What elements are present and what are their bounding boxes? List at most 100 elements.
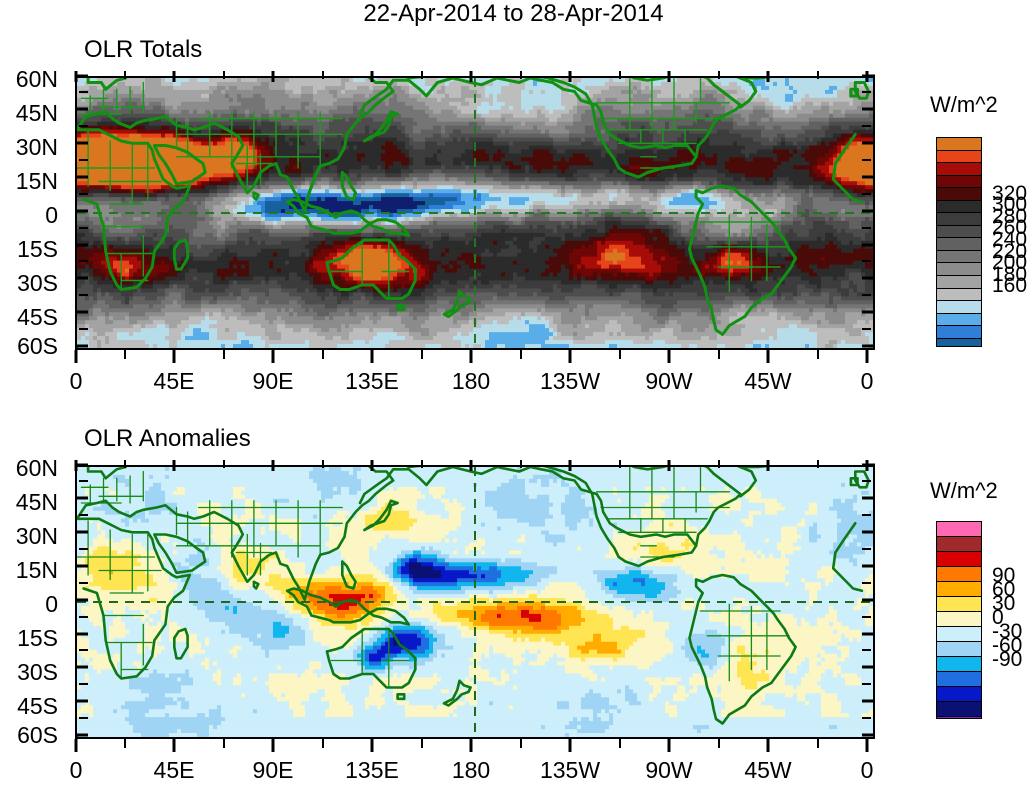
colorbar-segment [937, 224, 981, 238]
colorbar-segment [937, 237, 981, 250]
x-label-90e-top: 90E [252, 368, 294, 394]
colorbar-segment [937, 536, 981, 551]
colorbar-segment [937, 671, 981, 686]
colorbar-segment [937, 596, 981, 611]
y-label-45n-top: 45N [15, 100, 58, 126]
colorbar-segment [937, 581, 981, 596]
colorbar-totals[interactable] [936, 137, 982, 347]
x-label-90w-top: 90W [645, 368, 693, 394]
colorbar-segment [937, 174, 981, 188]
map-canvas-anomalies [77, 467, 873, 737]
map-canvas-totals [77, 78, 873, 348]
figure-title: 22-Apr-2014 to 28-Apr-2014 [363, 0, 664, 27]
colorbar-tick-label: 280 [992, 204, 1027, 228]
colorbar-segment [937, 149, 981, 163]
colorbar-tick-label: -30 [992, 620, 1023, 643]
y-label-0-bot: 0 [45, 591, 58, 617]
x-label-135w-top: 135W [539, 368, 601, 394]
colorbar-tick-label: 200 [992, 251, 1027, 275]
reference-lines [77, 467, 873, 737]
map-olr-totals[interactable] [75, 76, 875, 350]
x-label-90e-bot: 90E [252, 757, 294, 783]
colorbar-segment [937, 566, 981, 581]
colorbar-segment [937, 262, 981, 276]
colorbar-tick-label: 30 [992, 592, 1016, 615]
axis-ticks-top [74, 71, 875, 363]
colorbar-tick-label: 60 [992, 578, 1016, 601]
colorbar-tick-label: 220 [992, 239, 1027, 263]
x-label-180-top: 180 [451, 368, 491, 394]
colorbar-unit-totals: W/m^2 [930, 92, 998, 117]
colorbar-tick-label: 260 [992, 216, 1027, 240]
colorbar-segment [937, 686, 981, 701]
y-label-15n-top: 15N [15, 168, 58, 194]
colorbar-segment [937, 641, 981, 656]
colorbar-unit-anomalies: W/m^2 [930, 478, 998, 503]
x-label-360-bot: 0 [860, 757, 874, 783]
colorbar-segment [937, 522, 981, 536]
colorbar-tick-label: 320 [992, 181, 1027, 205]
colorbar-tick-label: -90 [992, 648, 1023, 671]
colorbar-segment [937, 138, 981, 150]
colorbar-tick-label: 160 [992, 274, 1027, 298]
colorbar-segment [937, 249, 981, 263]
colorbar-tick-label: -60 [992, 634, 1023, 657]
x-label-45e-top: 45E [153, 368, 195, 394]
y-label-45s-bot: 45S [17, 693, 58, 719]
colorbar-segment [937, 275, 981, 288]
y-label-0-top: 0 [45, 202, 58, 228]
x-label-0-bot: 0 [69, 757, 83, 783]
x-label-360-top: 0 [860, 368, 874, 394]
x-label-180-bot: 180 [451, 757, 491, 783]
colorbar-tick-label: 240 [992, 228, 1027, 251]
colorbar-tick-label: 180 [992, 262, 1027, 286]
coastlines [77, 467, 870, 737]
reference-lines [77, 78, 873, 348]
y-label-30n-bot: 30N [15, 523, 58, 549]
colorbar-segment [937, 337, 981, 346]
coastlines [77, 78, 871, 348]
y-label-60s-bot: 60S [17, 722, 58, 748]
map-olr-anomalies[interactable] [75, 465, 875, 739]
political-borders [77, 78, 790, 300]
colorbar-segment [937, 312, 981, 326]
y-label-45n-bot: 45N [15, 489, 58, 515]
y-label-60n-top: 60N [15, 66, 58, 92]
political-borders [77, 467, 790, 689]
y-label-60n-bot: 60N [15, 455, 58, 481]
x-label-135e-bot: 135E [345, 757, 399, 783]
colorbar-segment [937, 199, 981, 213]
y-label-15s-top: 15S [17, 236, 58, 262]
y-label-45s-top: 45S [17, 304, 58, 330]
colorbar-segment [937, 300, 981, 313]
y-label-30s-bot: 30S [17, 659, 58, 685]
colorbar-segment [937, 162, 981, 175]
x-label-45w-top: 45W [744, 368, 792, 394]
y-label-30n-top: 30N [15, 134, 58, 160]
field-shading [77, 78, 873, 348]
x-label-45w-bot: 45W [744, 757, 792, 783]
y-label-15n-bot: 15N [15, 557, 58, 583]
x-label-90w-bot: 90W [645, 757, 693, 783]
colorbar-segment [937, 656, 981, 671]
colorbar-segment [937, 551, 981, 566]
colorbar-segment [937, 626, 981, 641]
colorbar-segment [937, 287, 981, 301]
x-label-135w-bot: 135W [539, 757, 601, 783]
colorbar-anomalies[interactable] [936, 521, 982, 719]
colorbar-segment [937, 716, 981, 718]
panel-title-olr-anomalies: OLR Anomalies [84, 425, 251, 452]
colorbar-segment [937, 212, 981, 225]
colorbar-tick-label: 300 [992, 193, 1027, 217]
y-label-15s-bot: 15S [17, 625, 58, 651]
y-label-30s-top: 30S [17, 270, 58, 296]
x-label-0-top: 0 [69, 368, 83, 394]
x-label-135e-top: 135E [345, 368, 399, 394]
y-label-60s-top: 60S [17, 333, 58, 359]
colorbar-segment [937, 701, 981, 716]
colorbar-segment [937, 187, 981, 200]
axis-ticks-bottom [74, 460, 875, 752]
colorbar-segment [937, 325, 981, 338]
colorbar-tick-label: 0 [992, 606, 1004, 629]
